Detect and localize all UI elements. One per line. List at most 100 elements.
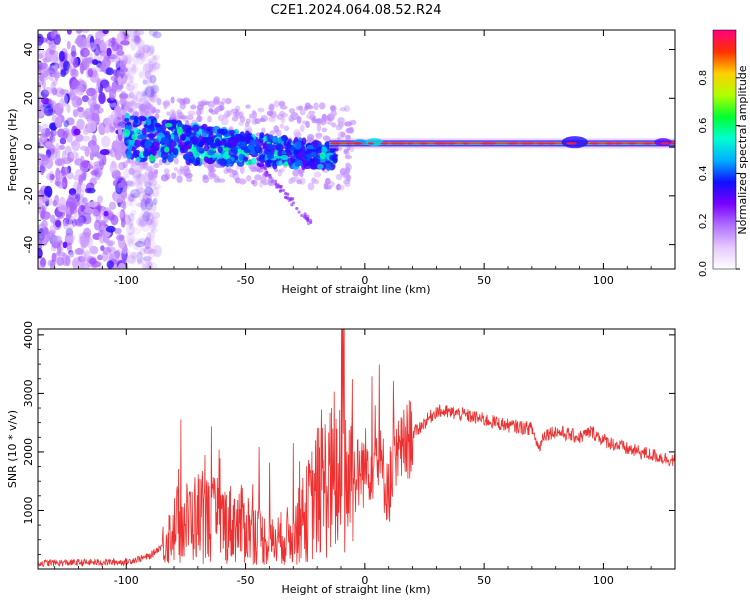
noise-blob — [85, 57, 94, 64]
streak-dot — [289, 198, 293, 202]
noise-blob — [72, 57, 79, 69]
noise-blob — [150, 202, 157, 213]
noise-blob — [152, 54, 161, 60]
noise-blob — [55, 167, 61, 181]
noise-blob — [146, 231, 152, 243]
noise-blob — [128, 194, 137, 203]
echo-haze — [202, 174, 209, 180]
noise-blob — [89, 151, 94, 161]
echo-haze — [166, 111, 171, 116]
streak-dot — [278, 189, 282, 193]
noise-blob — [131, 192, 140, 199]
narrowband-hotspot — [367, 142, 375, 145]
spectrogram-xlabel: Height of straight line (km) — [281, 283, 430, 296]
noise-blob — [152, 31, 162, 39]
echo-blob — [191, 146, 198, 156]
narrowband-hotspot — [613, 142, 623, 145]
narrowband-hotspot — [418, 142, 428, 145]
noise-blob — [49, 75, 54, 81]
echo-blob — [238, 153, 244, 161]
noise-blob — [71, 259, 79, 267]
noise-blob — [61, 254, 71, 267]
noise-blob — [56, 158, 66, 167]
echo-blob — [132, 149, 138, 158]
noise-blob — [59, 137, 67, 145]
noise-blob — [65, 235, 76, 243]
noise-blob — [72, 257, 79, 269]
streak-dot — [284, 191, 288, 196]
colorbar-tick-label: 0.4 — [698, 165, 709, 181]
echo-blob — [239, 135, 246, 143]
noise-blob — [98, 92, 106, 105]
noise-blob — [126, 200, 133, 207]
echo-blob — [290, 155, 296, 163]
noise-blob — [118, 93, 129, 100]
noise-blob — [126, 193, 136, 202]
narrowband-band — [329, 142, 675, 145]
noise-blob — [54, 116, 62, 129]
echo-blob — [224, 142, 232, 148]
noise-blob — [40, 89, 50, 98]
noise-blob — [140, 208, 146, 221]
echo-haze — [248, 113, 254, 119]
narrowband-hotspot — [566, 142, 575, 145]
noise-blob — [66, 171, 74, 180]
noise-blob — [91, 113, 100, 122]
echo-haze — [306, 113, 312, 120]
echo-blob — [325, 163, 332, 171]
noise-blob — [44, 185, 53, 198]
noise-blob — [145, 70, 151, 79]
noise-blob — [117, 76, 122, 86]
echo-haze — [321, 127, 328, 133]
streak-dot — [270, 179, 275, 183]
noise-blob — [130, 66, 139, 74]
echo-haze — [344, 155, 353, 160]
echo-haze — [296, 179, 303, 185]
noise-blob — [39, 155, 50, 166]
echo-haze — [313, 102, 319, 111]
echo-blob — [208, 131, 214, 141]
snr-xlabel: Height of straight line (km) — [281, 583, 430, 596]
noise-blob — [99, 149, 110, 156]
noise-blob — [146, 212, 155, 226]
noise-blob — [123, 65, 131, 79]
streak-dot — [274, 182, 278, 187]
noise-blob — [101, 135, 111, 148]
noise-blob — [144, 86, 155, 98]
noise-blob — [111, 170, 121, 179]
noise-blob — [70, 68, 79, 78]
noise-blob — [82, 197, 88, 205]
noise-blob — [81, 95, 89, 103]
narrowband-hotspot — [520, 142, 530, 145]
noise-blob — [105, 67, 114, 76]
noise-blob — [120, 218, 126, 228]
echo-haze — [224, 97, 232, 104]
echo-blob — [281, 134, 288, 142]
echo-blob — [214, 140, 223, 147]
echo-haze — [307, 182, 315, 191]
noise-blob — [150, 216, 159, 228]
streak-dot — [279, 184, 283, 189]
noise-blob — [54, 116, 61, 128]
noise-blob — [96, 80, 101, 94]
noise-blob — [87, 97, 97, 107]
echo-haze — [329, 181, 335, 188]
noise-blob — [108, 201, 117, 210]
echo-haze — [293, 129, 301, 137]
narrowband-hotspot — [446, 142, 456, 145]
noise-blob — [117, 262, 126, 269]
noise-blob — [132, 89, 141, 96]
echo-blob — [316, 163, 324, 170]
echo-blob — [162, 130, 170, 135]
x-tick-label: 0 — [361, 574, 368, 587]
noise-blob — [141, 198, 149, 205]
echo-haze — [280, 116, 286, 124]
echo-haze — [196, 104, 204, 111]
noise-blob — [148, 248, 157, 254]
echo-blob — [250, 157, 257, 165]
echo-haze — [134, 111, 139, 117]
echo-haze — [171, 172, 177, 180]
noise-blob — [128, 193, 135, 203]
noise-blob — [66, 30, 72, 35]
echo-haze — [314, 179, 320, 185]
